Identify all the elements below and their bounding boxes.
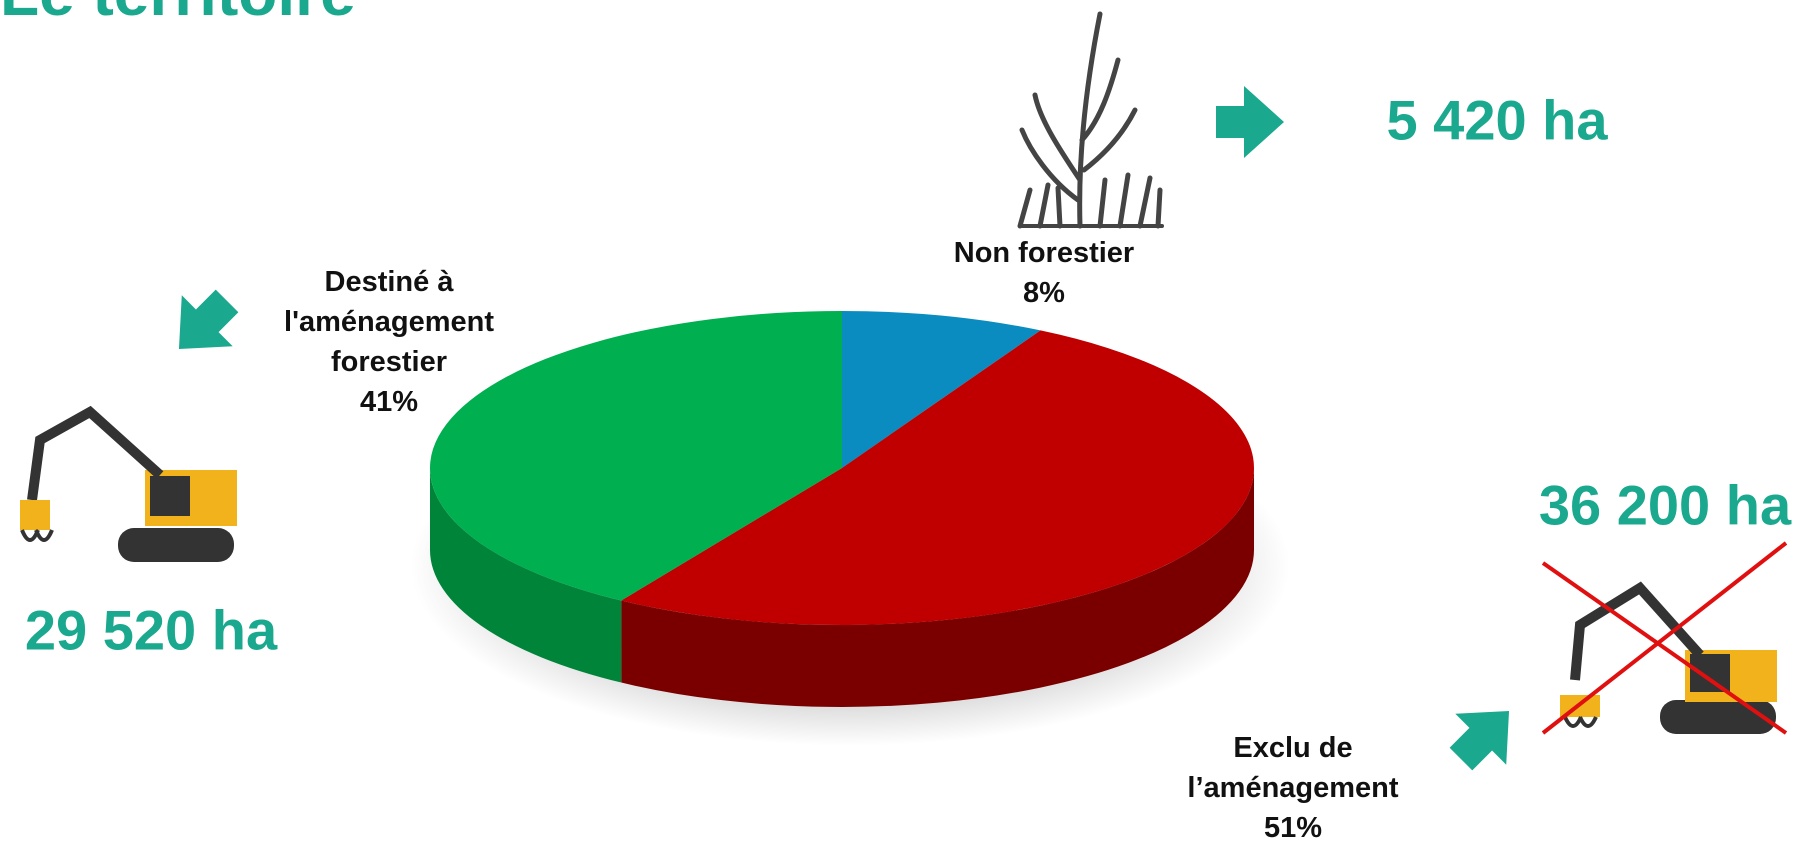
category-label: Non forestier [914, 233, 1174, 273]
area-label: 36 200 ha [1539, 473, 1791, 538]
area-label: 5 420 ha [1386, 88, 1607, 153]
arrow-icon [1436, 686, 1535, 785]
arrow-icon [154, 276, 253, 375]
excavator-icon [1560, 588, 1777, 734]
value-label: 8% [914, 273, 1174, 313]
value-label: 41% [254, 382, 524, 422]
grass-icon [1020, 14, 1162, 226]
pie [430, 311, 1254, 707]
slice-label: Destiné à l'aménagement forestier 41% [254, 262, 524, 422]
area-label: 29 520 ha [25, 598, 277, 663]
category-label: Exclu de l’aménagement [1148, 728, 1438, 808]
arrow-icon [1216, 86, 1284, 158]
value-label: 51% [1148, 808, 1438, 848]
category-label: Destiné à l'aménagement forestier [254, 262, 524, 382]
slice-label: Non forestier 8% [914, 233, 1174, 313]
slice-label: Exclu de l’aménagement 51% [1148, 728, 1438, 848]
page: {"chart_data": {"type": "pie3d", "title"… [0, 0, 1812, 844]
excavator-icon [20, 412, 237, 562]
